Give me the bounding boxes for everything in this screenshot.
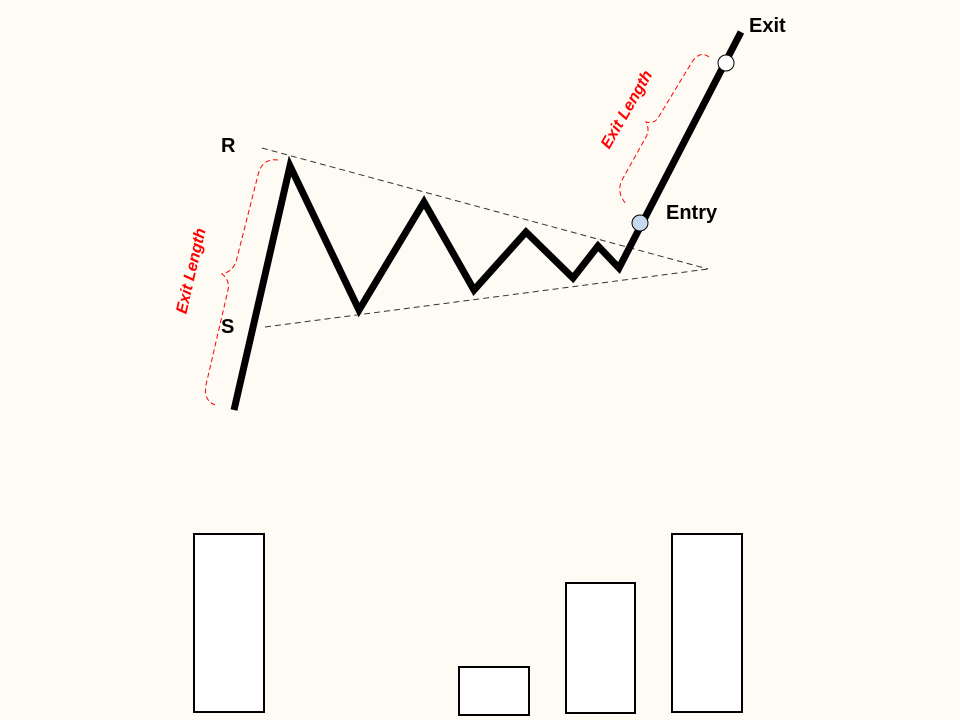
support-label: S — [221, 316, 234, 338]
resistance-trendline — [261, 147, 709, 270]
exit-length-label-left: Exit Length — [174, 226, 210, 315]
entry-label: Entry — [666, 202, 718, 224]
volume-bar — [565, 582, 636, 714]
resistance-label: R — [221, 135, 236, 157]
volume-bar — [193, 533, 265, 713]
support-trendline — [264, 268, 709, 328]
volume-bar — [458, 666, 530, 716]
exit-length-brace-right — [619, 53, 710, 205]
entry-marker — [631, 214, 649, 232]
exit-label: Exit — [749, 15, 786, 37]
volume-bar — [671, 533, 743, 713]
exit-length-brace-left — [204, 159, 279, 406]
exit-marker — [717, 54, 735, 72]
price-line — [230, 30, 745, 411]
exit-length-label-right: Exit Length — [598, 68, 656, 152]
